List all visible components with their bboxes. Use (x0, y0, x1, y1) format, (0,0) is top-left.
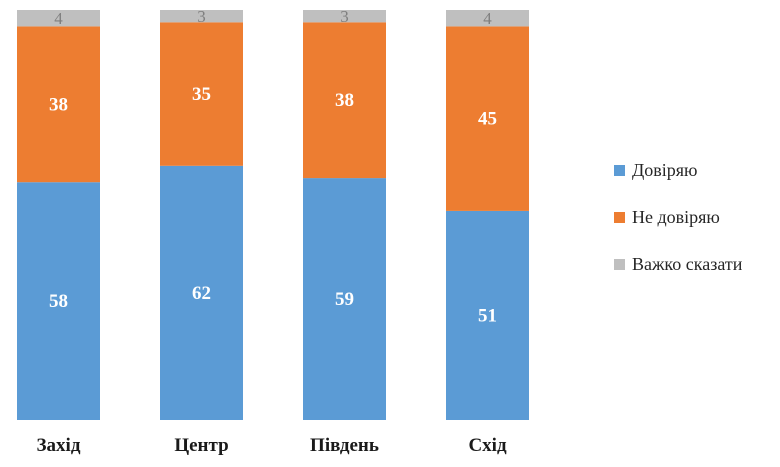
data-label-distrust: 45 (478, 109, 497, 130)
data-label-trust: 59 (335, 289, 354, 310)
category-label: Схід (468, 435, 507, 456)
data-label-distrust: 38 (49, 94, 68, 115)
data-label-trust: 58 (49, 291, 68, 312)
bar-segment-hard-to-say (160, 10, 243, 23)
bar-segment-distrust (446, 26, 529, 211)
data-label-hard-to-say: 4 (54, 9, 63, 28)
bar-segment-distrust (160, 22, 243, 166)
legend-item-distrust: Не довіряю (614, 207, 742, 227)
data-label-distrust: 35 (192, 84, 211, 105)
data-label-trust: 62 (192, 283, 211, 304)
bar-segment-hard-to-say (446, 10, 529, 27)
legend-item-trust: Довіряю (614, 160, 742, 180)
data-label-trust: 51 (478, 305, 497, 326)
legend-label-hard-to-say: Важко сказати (632, 253, 743, 274)
legend: Довіряю Не довіряю Важко сказати (614, 160, 742, 301)
data-label-hard-to-say: 4 (483, 9, 492, 28)
data-label-distrust: 38 (335, 90, 354, 111)
bar-segment-distrust (17, 26, 100, 183)
legend-swatch-hard-to-say (614, 258, 625, 270)
bar-segment-hard-to-say (17, 10, 100, 27)
bar-segment-trust (17, 182, 100, 420)
bar-segment-distrust (303, 22, 386, 179)
bar-segment-trust (160, 165, 243, 420)
bar-segment-trust (303, 178, 386, 420)
category-label: Південь (310, 435, 379, 456)
legend-swatch-distrust (614, 211, 625, 223)
category-label: Захід (37, 435, 81, 456)
legend-swatch-trust (614, 164, 625, 176)
legend-label-trust: Довіряю (632, 159, 698, 180)
category-label: Центр (174, 435, 228, 456)
legend-label-distrust: Не довіряю (632, 206, 720, 227)
bar-segment-trust (446, 210, 529, 420)
data-label-hard-to-say: 3 (197, 7, 206, 26)
bar-segment-hard-to-say (303, 10, 386, 23)
data-label-hard-to-say: 3 (340, 7, 349, 26)
legend-item-hard-to-say: Важко сказати (614, 254, 742, 274)
